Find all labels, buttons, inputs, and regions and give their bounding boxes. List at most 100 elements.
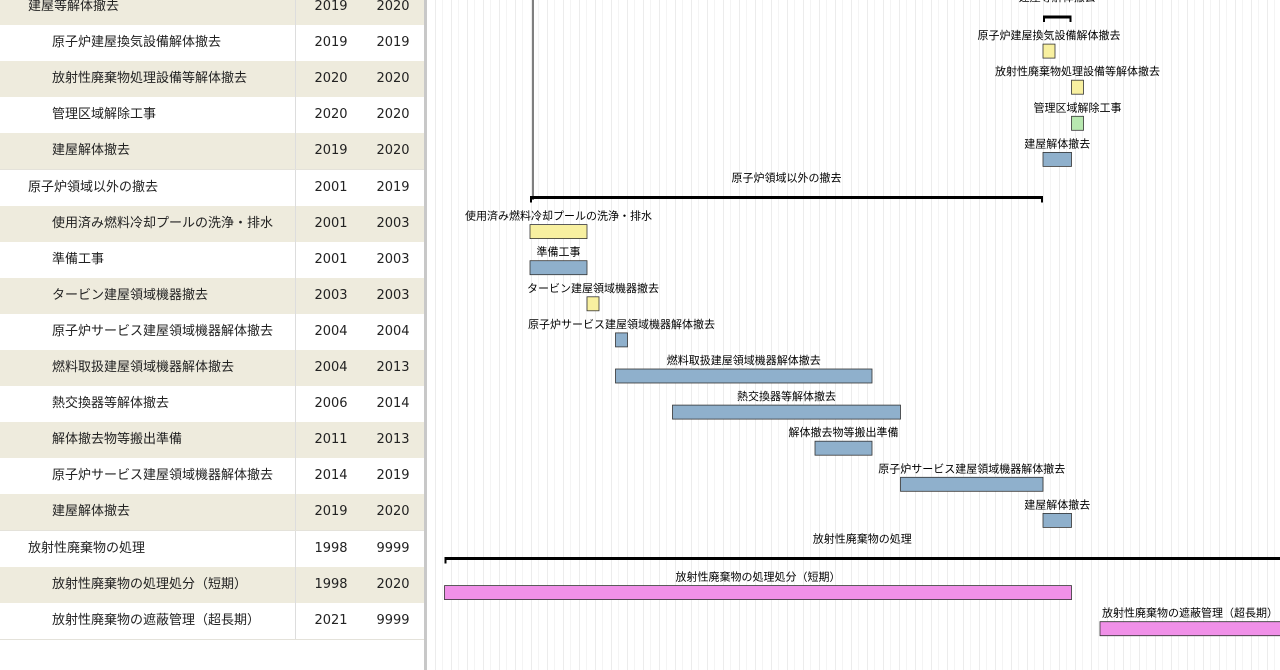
start-year: 1998: [314, 576, 348, 592]
task-name: 熱交換器等解体撤去: [0, 386, 296, 423]
start-year: 2019: [314, 0, 348, 14]
end-year: 2020: [376, 71, 410, 87]
task-name: 原子炉サービス建屋領域機器解体撤去: [0, 313, 296, 350]
start-year: 2001: [314, 179, 348, 195]
start-year: 2011: [314, 432, 348, 448]
start-year: 1998: [314, 540, 348, 556]
end-year: 9999: [376, 612, 410, 628]
task-name: 放射性廃棄物処理設備等解体撤去: [0, 61, 296, 98]
bar-label: 使用済み燃料冷却プールの洗浄・排水: [465, 209, 652, 223]
task-name: 放射性廃棄物の遮蔽管理（超長期）: [0, 602, 296, 639]
task-row: 放射性廃棄物の処理処分（短期） 1998 2020: [0, 566, 424, 604]
start-year: 2006: [314, 396, 348, 412]
end-year: 2019: [376, 179, 410, 195]
start-year: 2019: [314, 143, 348, 159]
end-year: 2013: [376, 360, 410, 375]
end-year: 2004: [376, 323, 410, 339]
end-year: 2020: [376, 107, 410, 123]
task-row: 放射性廃棄物処理設備等解体撤去 2020 2020: [0, 61, 424, 99]
task-name: 燃料取扱建屋領域機器解体撤去: [0, 350, 296, 386]
task-row: 管理区域解除工事 2020 2020: [0, 97, 424, 135]
task-name: 原子炉建屋換気設備解体撤去: [0, 25, 296, 62]
bar-label: 放射性廃棄物の処理処分（短期）: [676, 570, 841, 584]
task-bar: [1071, 79, 1084, 95]
task-row: 放射性廃棄物の処理 1998 9999: [0, 530, 424, 568]
task-row: 原子炉サービス建屋領域機器解体撤去 2014 2019: [0, 458, 424, 496]
task-name: 原子炉領域以外の撤去: [0, 169, 296, 206]
bar-label: 放射性廃棄物処理設備等解体撤去: [995, 64, 1160, 78]
task-bar: [1042, 151, 1072, 167]
task-name: タービン建屋領域機器撤去: [0, 277, 296, 314]
task-row: 原子炉建屋換気設備解体撤去 2019 2019: [0, 25, 424, 63]
task-row: 原子炉サービス建屋領域機器解体撤去 2004 2004: [0, 313, 424, 351]
task-bar: [814, 440, 873, 456]
task-row: 解体撤去物等搬出準備 2011 2013: [0, 422, 424, 460]
bar-label: 原子炉サービス建屋領域機器解体撤去: [528, 317, 715, 331]
task-row: 使用済み燃料冷却プールの洗浄・排水 2001 2003: [0, 205, 424, 243]
task-bar: [1071, 115, 1084, 131]
start-year: 2021: [314, 612, 348, 628]
task-name: 建屋解体撤去: [0, 133, 296, 170]
end-year: 2003: [376, 251, 410, 267]
start-year: 2019: [314, 504, 348, 520]
task-row: 放射性廃棄物の遮蔽管理（超長期） 2021 9999: [0, 602, 424, 640]
end-year: 2014: [376, 396, 410, 412]
task-name: 準備工事: [0, 241, 296, 278]
group-label: 放射性廃棄物の処理: [813, 532, 912, 546]
group-label: 建屋等解体撤去: [1019, 0, 1096, 4]
task-name: 建屋解体撤去: [0, 494, 296, 531]
task-name: 放射性廃棄物の処理: [0, 530, 296, 567]
task-name: 原子炉サービス建屋領域機器解体撤去: [0, 458, 296, 495]
bar-label: 原子炉サービス建屋領域機器解体撤去: [878, 461, 1065, 475]
task-row: 燃料取扱建屋領域機器解体撤去 2004 2013: [0, 350, 424, 387]
bar-label: 放射性廃棄物の遮蔽管理（超長期）: [1102, 606, 1278, 620]
task-row: 建屋等解体撤去 2019 2020: [0, 0, 424, 26]
end-year: 2020: [376, 143, 410, 159]
task-bar: [672, 404, 901, 420]
task-row: 建屋解体撤去 2019 2020: [0, 133, 424, 171]
start-year: 2020: [314, 71, 348, 87]
start-year: 2004: [314, 360, 348, 375]
task-bar: [586, 296, 600, 312]
bar-label: 準備工事: [537, 245, 581, 259]
task-bar: [529, 260, 588, 276]
start-year: 2020: [314, 107, 348, 123]
task-bar: [1042, 513, 1072, 528]
start-year: 2019: [314, 35, 348, 51]
task-bar: [615, 332, 628, 348]
bar-label: 原子炉建屋換気設備解体撤去: [978, 28, 1121, 42]
task-bar: [615, 368, 873, 384]
bar-label: 解体撤去物等搬出準備: [789, 425, 899, 439]
task-name: 解体撤去物等搬出準備: [0, 422, 296, 459]
start-year: 2004: [314, 323, 348, 339]
bar-label: 建屋解体撤去: [1024, 497, 1090, 511]
task-table: 建屋等解体撤去 2019 2020 原子炉建屋換気設備解体撤去 2019 2019 放射性廃…: [0, 0, 427, 670]
end-year: 2003: [376, 287, 410, 303]
start-year: 2001: [314, 215, 348, 231]
task-row: 建屋解体撤去 2019 2020: [0, 494, 424, 532]
end-year: 2020: [376, 576, 410, 592]
end-year: 2020: [376, 504, 410, 520]
task-name: 管理区域解除工事: [0, 97, 296, 134]
task-row: 熱交換器等解体撤去 2006 2014: [0, 386, 424, 424]
end-year: 2013: [376, 432, 410, 448]
bar-label: 燃料取扱建屋領域機器解体撤去: [667, 353, 821, 367]
task-row: タービン建屋領域機器撤去 2003 2003: [0, 277, 424, 315]
end-year: 2019: [376, 35, 410, 51]
group-label: 原子炉領域以外の撤去: [732, 171, 842, 185]
end-year: 2020: [376, 0, 410, 14]
start-year: 2014: [314, 468, 348, 484]
bar-label: 熱交換器等解体撤去: [737, 389, 836, 403]
start-year: 2001: [314, 251, 348, 267]
end-year: 9999: [376, 540, 410, 556]
end-year: 2019: [376, 468, 410, 484]
task-bar: [1099, 621, 1280, 637]
task-row: 準備工事 2001 2003: [0, 241, 424, 279]
end-year: 2003: [376, 215, 410, 231]
task-bar: [444, 585, 1072, 600]
task-bar: [529, 224, 588, 240]
task-name: 放射性廃棄物の処理処分（短期）: [0, 566, 296, 603]
task-name: 建屋等解体撤去: [0, 0, 296, 25]
task-name: 使用済み燃料冷却プールの洗浄・排水: [0, 205, 296, 242]
